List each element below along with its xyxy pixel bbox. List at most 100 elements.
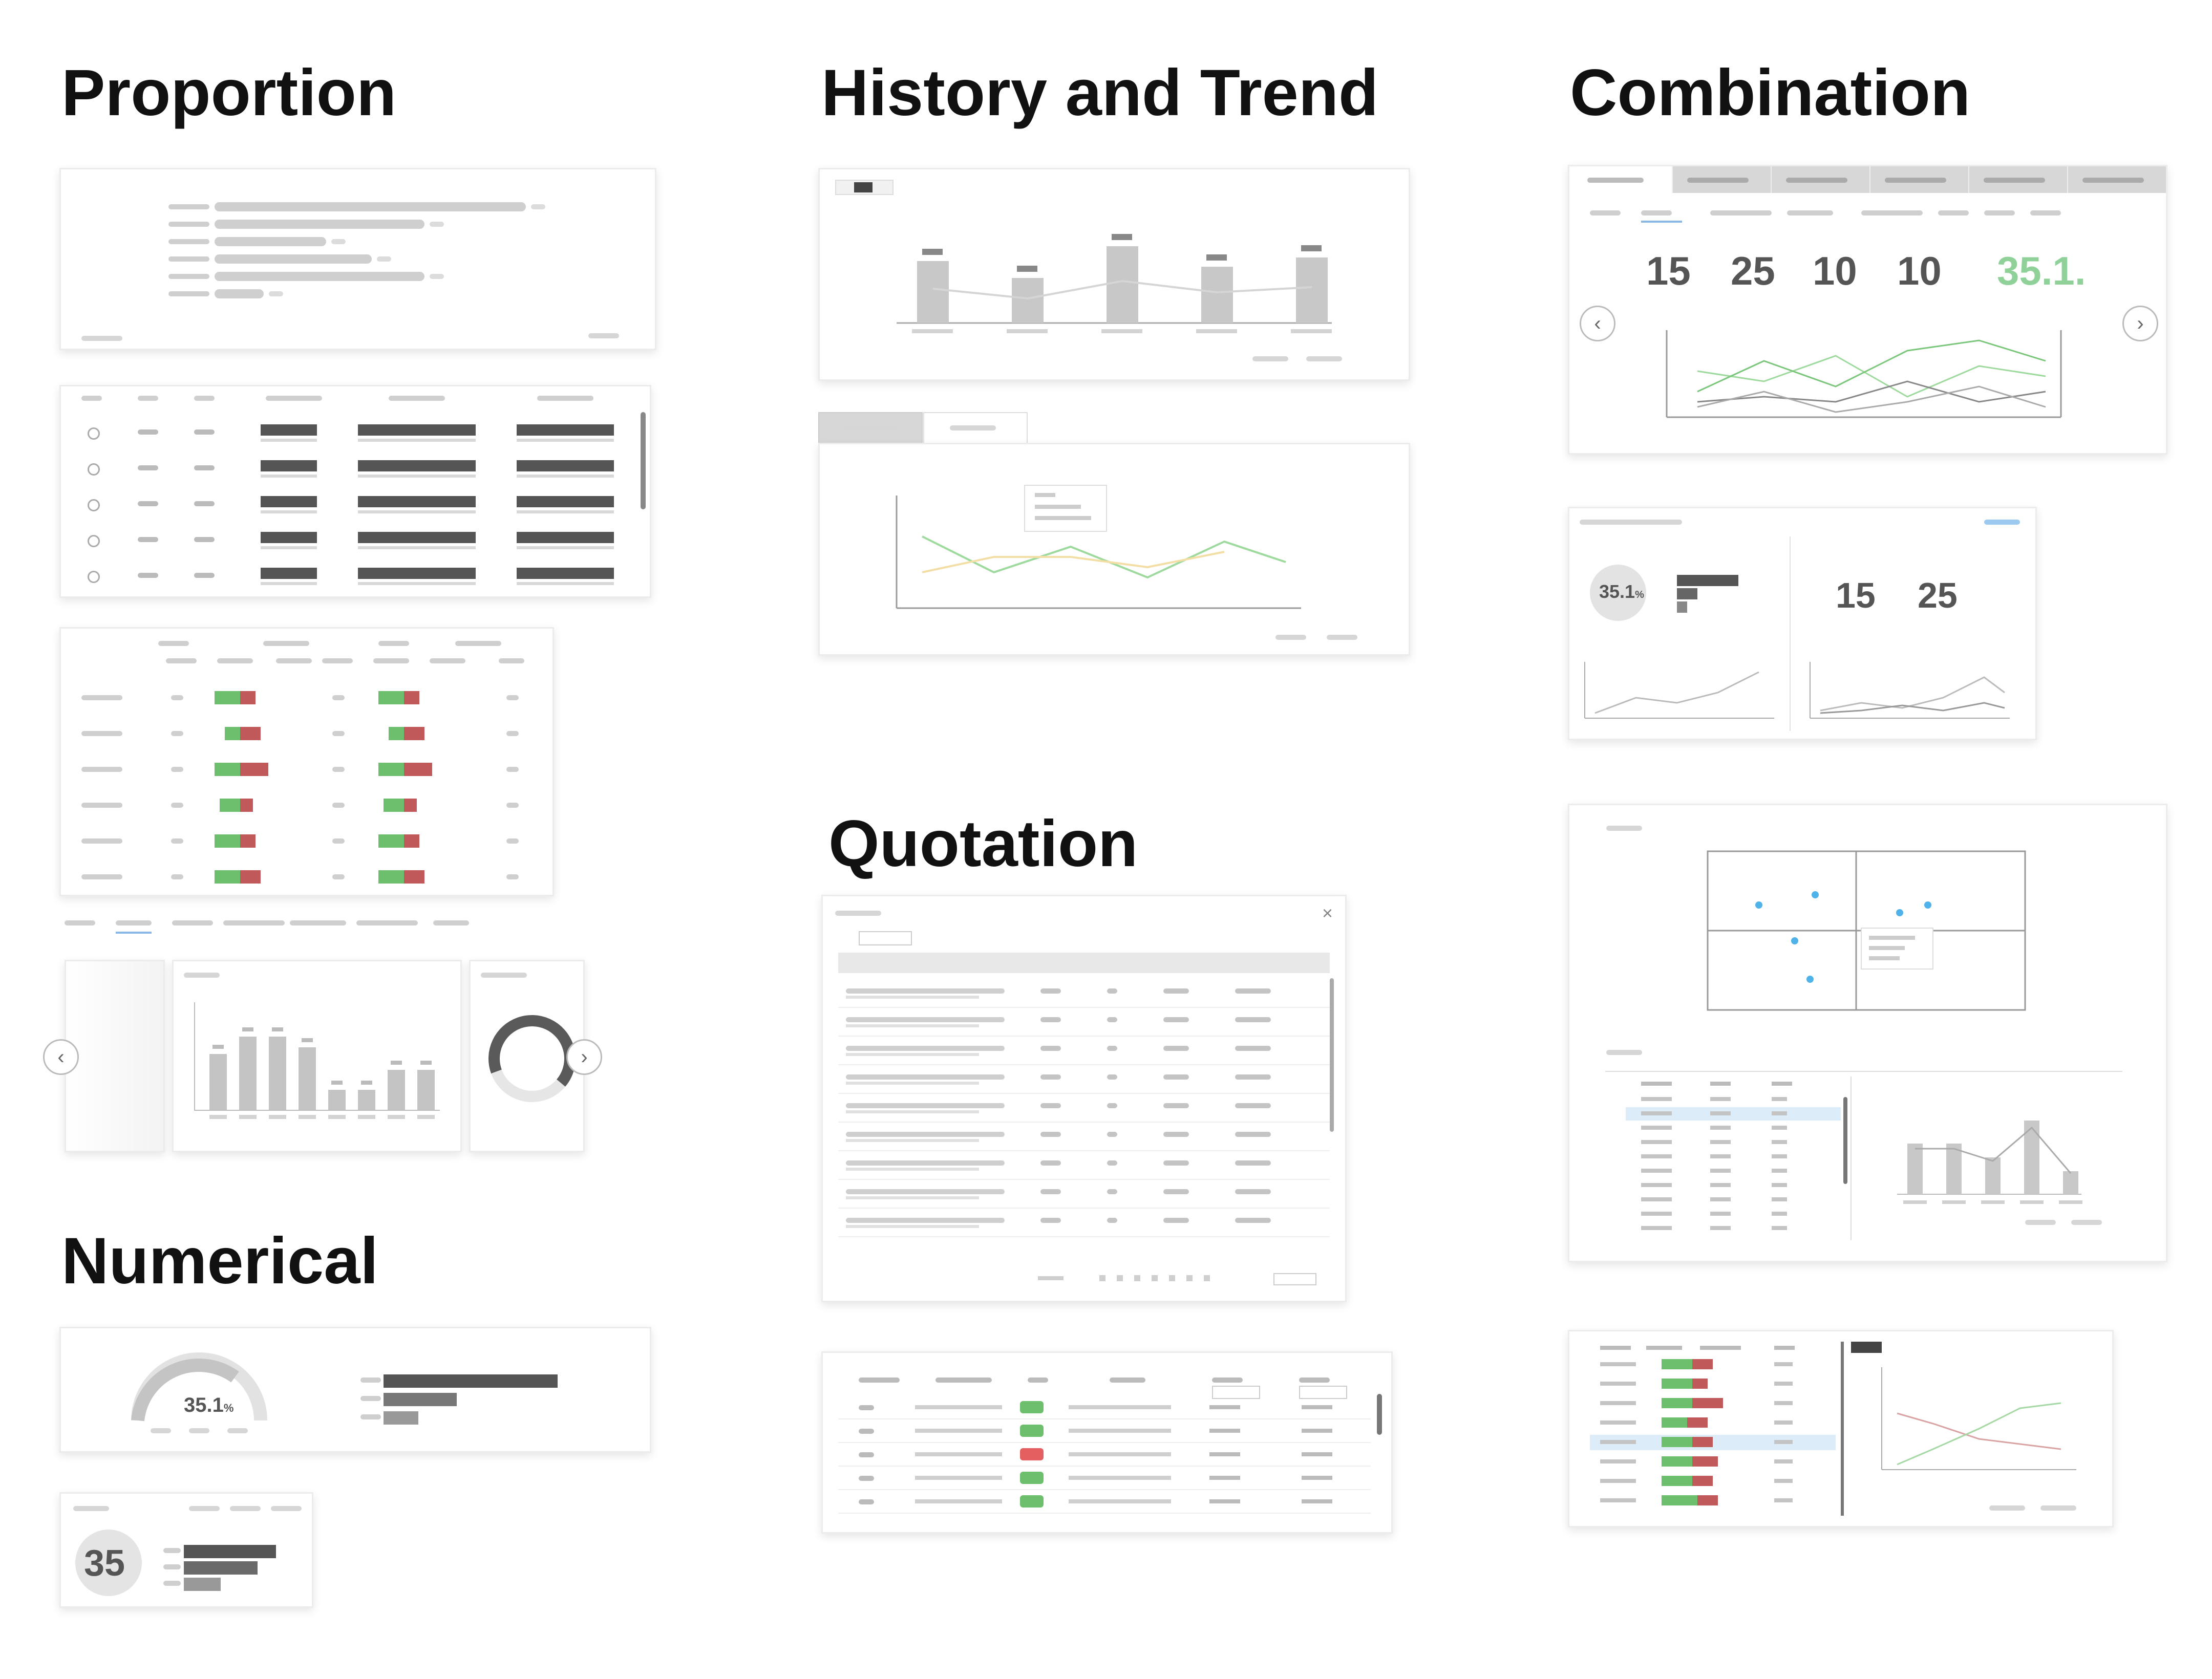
tab-1[interactable] <box>818 412 923 445</box>
column-header <box>1772 1082 1792 1086</box>
table-scrollbar[interactable] <box>641 412 646 509</box>
row-value <box>171 803 183 808</box>
page-button[interactable] <box>1169 1275 1175 1281</box>
table-scrollbar[interactable] <box>1330 978 1334 1132</box>
mini-metric-2: 25 <box>1918 575 1958 615</box>
history-toggle[interactable] <box>835 180 894 195</box>
green-bar <box>1662 1437 1692 1447</box>
table-cell <box>1040 1103 1061 1108</box>
row-text <box>1069 1452 1171 1456</box>
row-divider <box>838 1513 1371 1514</box>
page-button[interactable] <box>1152 1275 1158 1281</box>
bar-label <box>360 1414 381 1419</box>
bar <box>215 237 326 246</box>
subtab[interactable] <box>2030 210 2061 216</box>
row-id <box>859 1452 874 1457</box>
page-button[interactable] <box>1134 1275 1140 1281</box>
page-button[interactable] <box>1204 1275 1210 1281</box>
bar-label <box>1112 234 1132 240</box>
row-radio[interactable] <box>88 427 100 440</box>
tab-label <box>1687 178 1749 183</box>
bar-legend <box>517 475 614 478</box>
trend-line <box>932 279 1312 300</box>
table-cell <box>1235 1046 1271 1051</box>
row-radio[interactable] <box>88 535 100 547</box>
page-button[interactable] <box>1117 1275 1123 1281</box>
combination-left-arrow[interactable]: ‹ <box>1580 306 1615 341</box>
subtab[interactable] <box>1787 210 1833 216</box>
row-divider <box>838 1466 1371 1467</box>
bar <box>1107 246 1138 323</box>
subtab[interactable] <box>1861 210 1923 216</box>
combination-right-arrow[interactable]: › <box>2122 306 2158 341</box>
stacked-bar <box>261 496 317 507</box>
carousel-tab[interactable] <box>290 920 346 925</box>
red-bar <box>404 799 417 812</box>
x-tick-label <box>1942 1200 1966 1204</box>
proportion-carousel: ‹ › <box>43 911 612 1157</box>
row-value <box>332 731 345 736</box>
bar-value-label <box>391 1061 402 1065</box>
column-header <box>1212 1377 1243 1383</box>
row-divider <box>838 1418 1371 1419</box>
cell <box>138 465 158 470</box>
row-label <box>81 695 122 700</box>
bar-legend <box>517 510 614 513</box>
toggle-active[interactable] <box>854 182 873 192</box>
page-button[interactable] <box>1186 1275 1193 1281</box>
bar-label <box>1017 266 1037 272</box>
table-scrollbar[interactable] <box>1377 1394 1382 1435</box>
row-value <box>1772 1226 1787 1230</box>
column-header <box>166 658 197 663</box>
legend-2 <box>1327 635 1357 640</box>
mini-circle-value: 35.1% <box>1599 581 1644 602</box>
chart-toggle[interactable] <box>1851 1342 1882 1353</box>
legend-1 <box>1275 635 1306 640</box>
carousel-tab[interactable] <box>172 920 213 925</box>
red-bar <box>1692 1456 1718 1467</box>
carousel-tab[interactable] <box>116 920 152 925</box>
subtab[interactable] <box>1938 210 1969 216</box>
subtab[interactable] <box>1641 210 1672 216</box>
row-divider <box>838 1007 1330 1008</box>
stacked-bar <box>358 532 476 543</box>
page-button[interactable] <box>1099 1275 1105 1281</box>
carousel-tab[interactable] <box>433 920 469 925</box>
green-bar <box>215 763 240 776</box>
filter-input[interactable] <box>1212 1386 1260 1399</box>
row-value <box>1774 1459 1793 1463</box>
table-cell <box>1163 1132 1189 1137</box>
column-header <box>276 658 312 663</box>
close-icon: × <box>1322 902 1333 923</box>
combination-dashboard-card: 35.1% 15 25 <box>1568 507 2037 740</box>
table-header-row <box>838 953 1330 973</box>
carousel-tab[interactable] <box>223 920 285 925</box>
numerical-gauge-card: 35.1% <box>59 1327 651 1453</box>
tab-2[interactable] <box>923 412 1028 445</box>
page-size-select[interactable] <box>1273 1273 1316 1285</box>
subtab[interactable] <box>1590 210 1621 216</box>
subtab[interactable] <box>1984 210 2015 216</box>
carousel-right-arrow[interactable]: › <box>566 1039 602 1075</box>
row-radio[interactable] <box>88 463 100 476</box>
carousel-tab[interactable] <box>356 920 418 925</box>
row-radio[interactable] <box>88 499 100 511</box>
filter-input[interactable] <box>1299 1386 1347 1399</box>
table-scrollbar[interactable] <box>1843 1097 1847 1184</box>
row-radio[interactable] <box>88 571 100 583</box>
status-badge <box>1020 1495 1044 1508</box>
x-tick-label <box>1981 1200 2005 1204</box>
x-tick-label <box>2020 1200 2044 1204</box>
x-tick-label <box>388 1115 405 1119</box>
dashboard-link[interactable] <box>1984 520 2020 525</box>
close-button[interactable]: × <box>1322 902 1333 924</box>
subtab[interactable] <box>1710 210 1772 216</box>
carousel-left-arrow[interactable]: ‹ <box>43 1039 79 1075</box>
carousel-tab[interactable] <box>65 920 95 925</box>
filter-dropdown[interactable] <box>859 931 912 945</box>
bar-label <box>360 1396 381 1401</box>
row-text <box>1069 1499 1171 1503</box>
card-title <box>73 1506 109 1511</box>
bar-value-label <box>242 1027 253 1031</box>
combination-bar-chart <box>1897 1121 2082 1204</box>
